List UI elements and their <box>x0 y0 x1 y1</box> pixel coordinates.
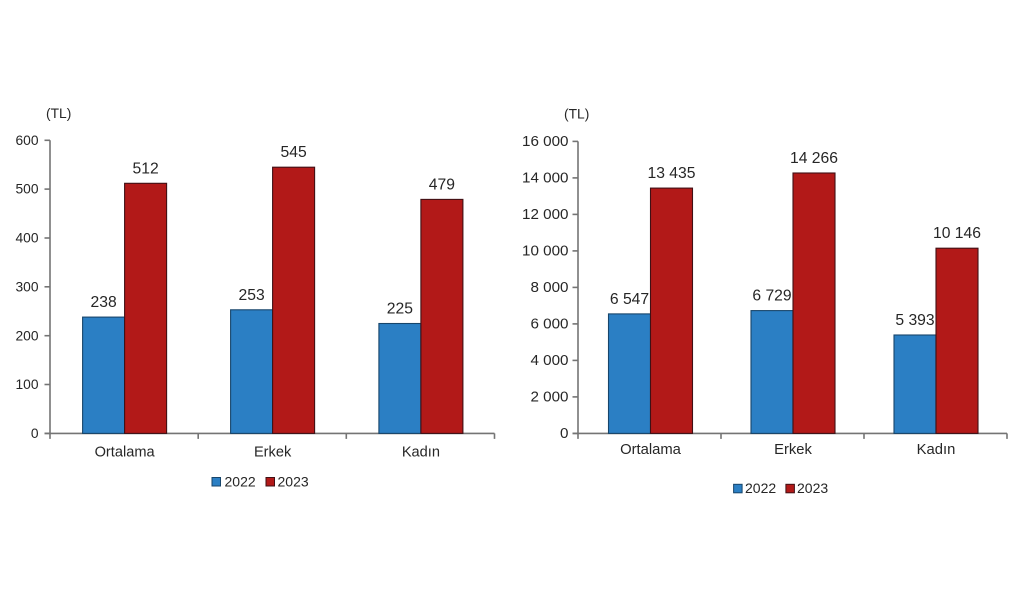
svg-text:253: 253 <box>239 287 265 304</box>
svg-text:2023: 2023 <box>797 480 828 496</box>
svg-text:512: 512 <box>133 160 159 177</box>
svg-text:Erkek: Erkek <box>254 445 292 461</box>
svg-text:14 266: 14 266 <box>790 150 838 167</box>
svg-text:(TL): (TL) <box>564 107 589 122</box>
svg-text:200: 200 <box>15 328 38 343</box>
svg-text:0: 0 <box>31 426 39 441</box>
svg-text:238: 238 <box>91 294 117 311</box>
svg-text:16 000: 16 000 <box>522 133 568 150</box>
svg-text:545: 545 <box>281 144 307 161</box>
svg-text:Ortalama: Ortalama <box>620 442 682 458</box>
svg-text:2022: 2022 <box>745 480 776 496</box>
svg-text:2023: 2023 <box>278 474 309 490</box>
svg-text:500: 500 <box>15 182 38 197</box>
svg-text:6 000: 6 000 <box>530 316 568 333</box>
svg-text:10 000: 10 000 <box>522 243 568 260</box>
svg-text:5 393: 5 393 <box>895 312 935 329</box>
svg-text:479: 479 <box>429 176 455 193</box>
svg-text:Kadın: Kadın <box>402 445 440 461</box>
svg-text:6 547: 6 547 <box>610 291 649 308</box>
svg-text:600: 600 <box>15 133 38 148</box>
svg-text:100: 100 <box>15 377 38 392</box>
svg-text:12 000: 12 000 <box>522 206 568 223</box>
svg-text:4 000: 4 000 <box>530 352 568 369</box>
svg-text:8 000: 8 000 <box>530 279 568 296</box>
svg-text:Erkek: Erkek <box>774 442 812 458</box>
svg-text:Kadın: Kadın <box>917 442 956 458</box>
svg-text:13 435: 13 435 <box>648 165 696 182</box>
svg-text:2022: 2022 <box>225 474 256 490</box>
svg-text:300: 300 <box>15 279 38 294</box>
svg-text:14 000: 14 000 <box>522 170 568 187</box>
svg-text:2 000: 2 000 <box>530 389 568 406</box>
svg-text:Ortalama: Ortalama <box>95 445 156 461</box>
svg-text:225: 225 <box>387 301 413 318</box>
svg-text:6 729: 6 729 <box>752 288 791 305</box>
svg-text:400: 400 <box>15 231 38 246</box>
svg-text:10 146: 10 146 <box>933 225 981 242</box>
svg-text:0: 0 <box>560 425 568 442</box>
svg-text:(TL): (TL) <box>46 106 71 121</box>
